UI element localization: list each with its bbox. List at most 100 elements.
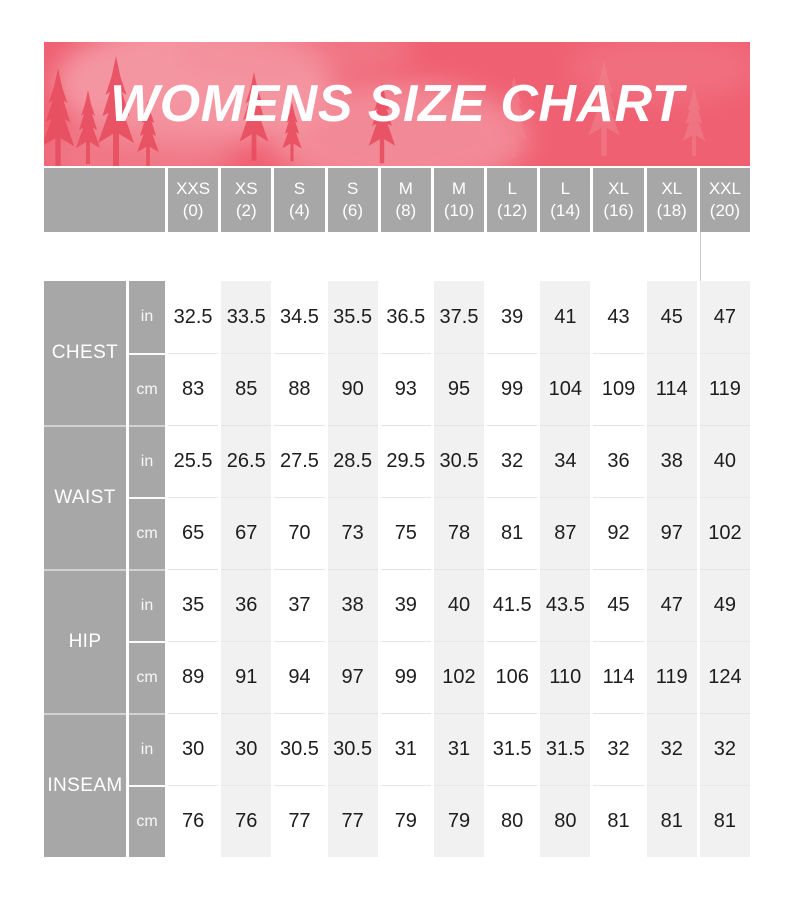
forest-background-image (44, 42, 750, 166)
size-value-cell: 114 (593, 641, 644, 713)
size-number: (18) (656, 201, 687, 220)
unit-label: in (129, 713, 165, 785)
size-value-cell: 47 (699, 281, 750, 353)
size-value-cell: 40 (433, 569, 485, 641)
size-value-cell: 75 (380, 497, 431, 569)
size-value-cell: 28.5 (327, 425, 378, 497)
size-label: M (398, 179, 413, 198)
size-value-cell: 65 (168, 497, 219, 569)
size-value-cell: 32 (646, 713, 697, 785)
size-value-cell: 29.5 (380, 425, 431, 497)
size-column-header: M (8) (380, 168, 431, 232)
unit-label: cm (129, 641, 165, 713)
measurement-label: WAIST (44, 425, 126, 569)
size-value-cell: 119 (646, 641, 697, 713)
title-banner: WOMENS SIZE CHART (44, 42, 750, 166)
size-value-cell: 79 (380, 785, 431, 857)
size-value-cell: 32.5 (168, 281, 219, 353)
size-value-cell: 34 (540, 425, 591, 497)
size-value-cell: 94 (274, 641, 325, 713)
size-value-cell: 35.5 (327, 281, 378, 353)
size-value-cell: 25.5 (168, 425, 219, 497)
size-number: (20) (709, 201, 741, 220)
size-label: XL (608, 179, 629, 198)
size-number: (2) (235, 201, 257, 220)
unit-label: in (129, 281, 165, 353)
size-label: S (346, 179, 359, 198)
size-label: L (507, 179, 517, 198)
size-value-cell: 43 (593, 281, 644, 353)
size-value-cell: 67 (221, 497, 272, 569)
size-value-cell: 88 (274, 353, 325, 425)
size-value-cell: 80 (540, 785, 591, 857)
size-value-cell: 102 (433, 641, 485, 713)
size-value-cell: 85 (221, 353, 272, 425)
size-value-cell: 99 (380, 641, 431, 713)
size-label: XXL (708, 179, 741, 198)
size-value-cell: 49 (699, 569, 750, 641)
size-number: (0) (182, 201, 204, 220)
size-value-cell: 81 (593, 785, 644, 857)
size-value-cell: 47 (646, 569, 697, 641)
size-chart-table: XXS (0) XS (2) S (4) S (6) M (8) M (10) … (44, 168, 750, 857)
unit-label: cm (129, 785, 165, 857)
size-column-header: L (12) (487, 168, 538, 232)
size-value-cell: 78 (433, 497, 485, 569)
size-value-cell: 33.5 (221, 281, 272, 353)
size-column-header: S (4) (274, 168, 325, 232)
size-value-cell: 43.5 (540, 569, 591, 641)
size-value-cell: 81 (487, 497, 538, 569)
size-value-cell: 87 (540, 497, 591, 569)
header-corner-cell (44, 168, 165, 232)
size-value-cell: 41.5 (487, 569, 538, 641)
measurement-label: CHEST (44, 281, 126, 425)
size-label: XS (234, 179, 258, 198)
size-value-cell: 77 (327, 785, 378, 857)
size-value-cell: 119 (699, 353, 750, 425)
size-number: (16) (603, 201, 634, 220)
size-value-cell: 39 (380, 569, 431, 641)
chart-title: WOMENS SIZE CHART (110, 75, 684, 133)
size-label: S (293, 179, 306, 198)
size-number: (4) (289, 201, 310, 220)
size-value-cell: 30 (221, 713, 272, 785)
size-value-cell: 32 (487, 425, 538, 497)
size-column-header: XXL (20) (699, 168, 750, 232)
size-value-cell: 93 (380, 353, 431, 425)
size-value-cell: 31 (380, 713, 431, 785)
size-value-cell: 36.5 (380, 281, 431, 353)
size-value-cell: 81 (646, 785, 697, 857)
size-value-cell: 73 (327, 497, 378, 569)
size-value-cell: 97 (646, 497, 697, 569)
size-value-cell: 36 (221, 569, 272, 641)
size-value-cell: 109 (593, 353, 644, 425)
size-number: (6) (342, 201, 364, 220)
size-value-cell: 30.5 (327, 713, 378, 785)
size-column-header: XXS (0) (168, 168, 219, 232)
size-column-header: S (6) (327, 168, 378, 232)
size-value-cell: 45 (646, 281, 697, 353)
measurement-label: HIP (44, 569, 126, 713)
size-value-cell: 30.5 (274, 713, 325, 785)
unit-label: cm (129, 353, 165, 425)
size-value-cell: 37.5 (433, 281, 485, 353)
measurement-label: INSEAM (44, 713, 126, 857)
size-number: (14) (550, 201, 581, 220)
size-value-cell: 91 (221, 641, 272, 713)
size-value-cell: 39 (487, 281, 538, 353)
size-value-cell: 106 (487, 641, 538, 713)
size-value-cell: 124 (699, 641, 750, 713)
size-value-cell: 37 (274, 569, 325, 641)
size-value-cell: 70 (274, 497, 325, 569)
size-label: XL (661, 179, 683, 198)
size-value-cell: 76 (221, 785, 272, 857)
size-number: (8) (395, 201, 417, 220)
unit-label: cm (129, 497, 165, 569)
size-value-cell: 26.5 (221, 425, 272, 497)
size-value-cell: 38 (327, 569, 378, 641)
size-value-cell: 90 (327, 353, 378, 425)
size-value-cell: 110 (540, 641, 591, 713)
size-column-header: XL (18) (646, 168, 697, 232)
size-value-cell: 34.5 (274, 281, 325, 353)
size-number: (12) (497, 201, 528, 220)
